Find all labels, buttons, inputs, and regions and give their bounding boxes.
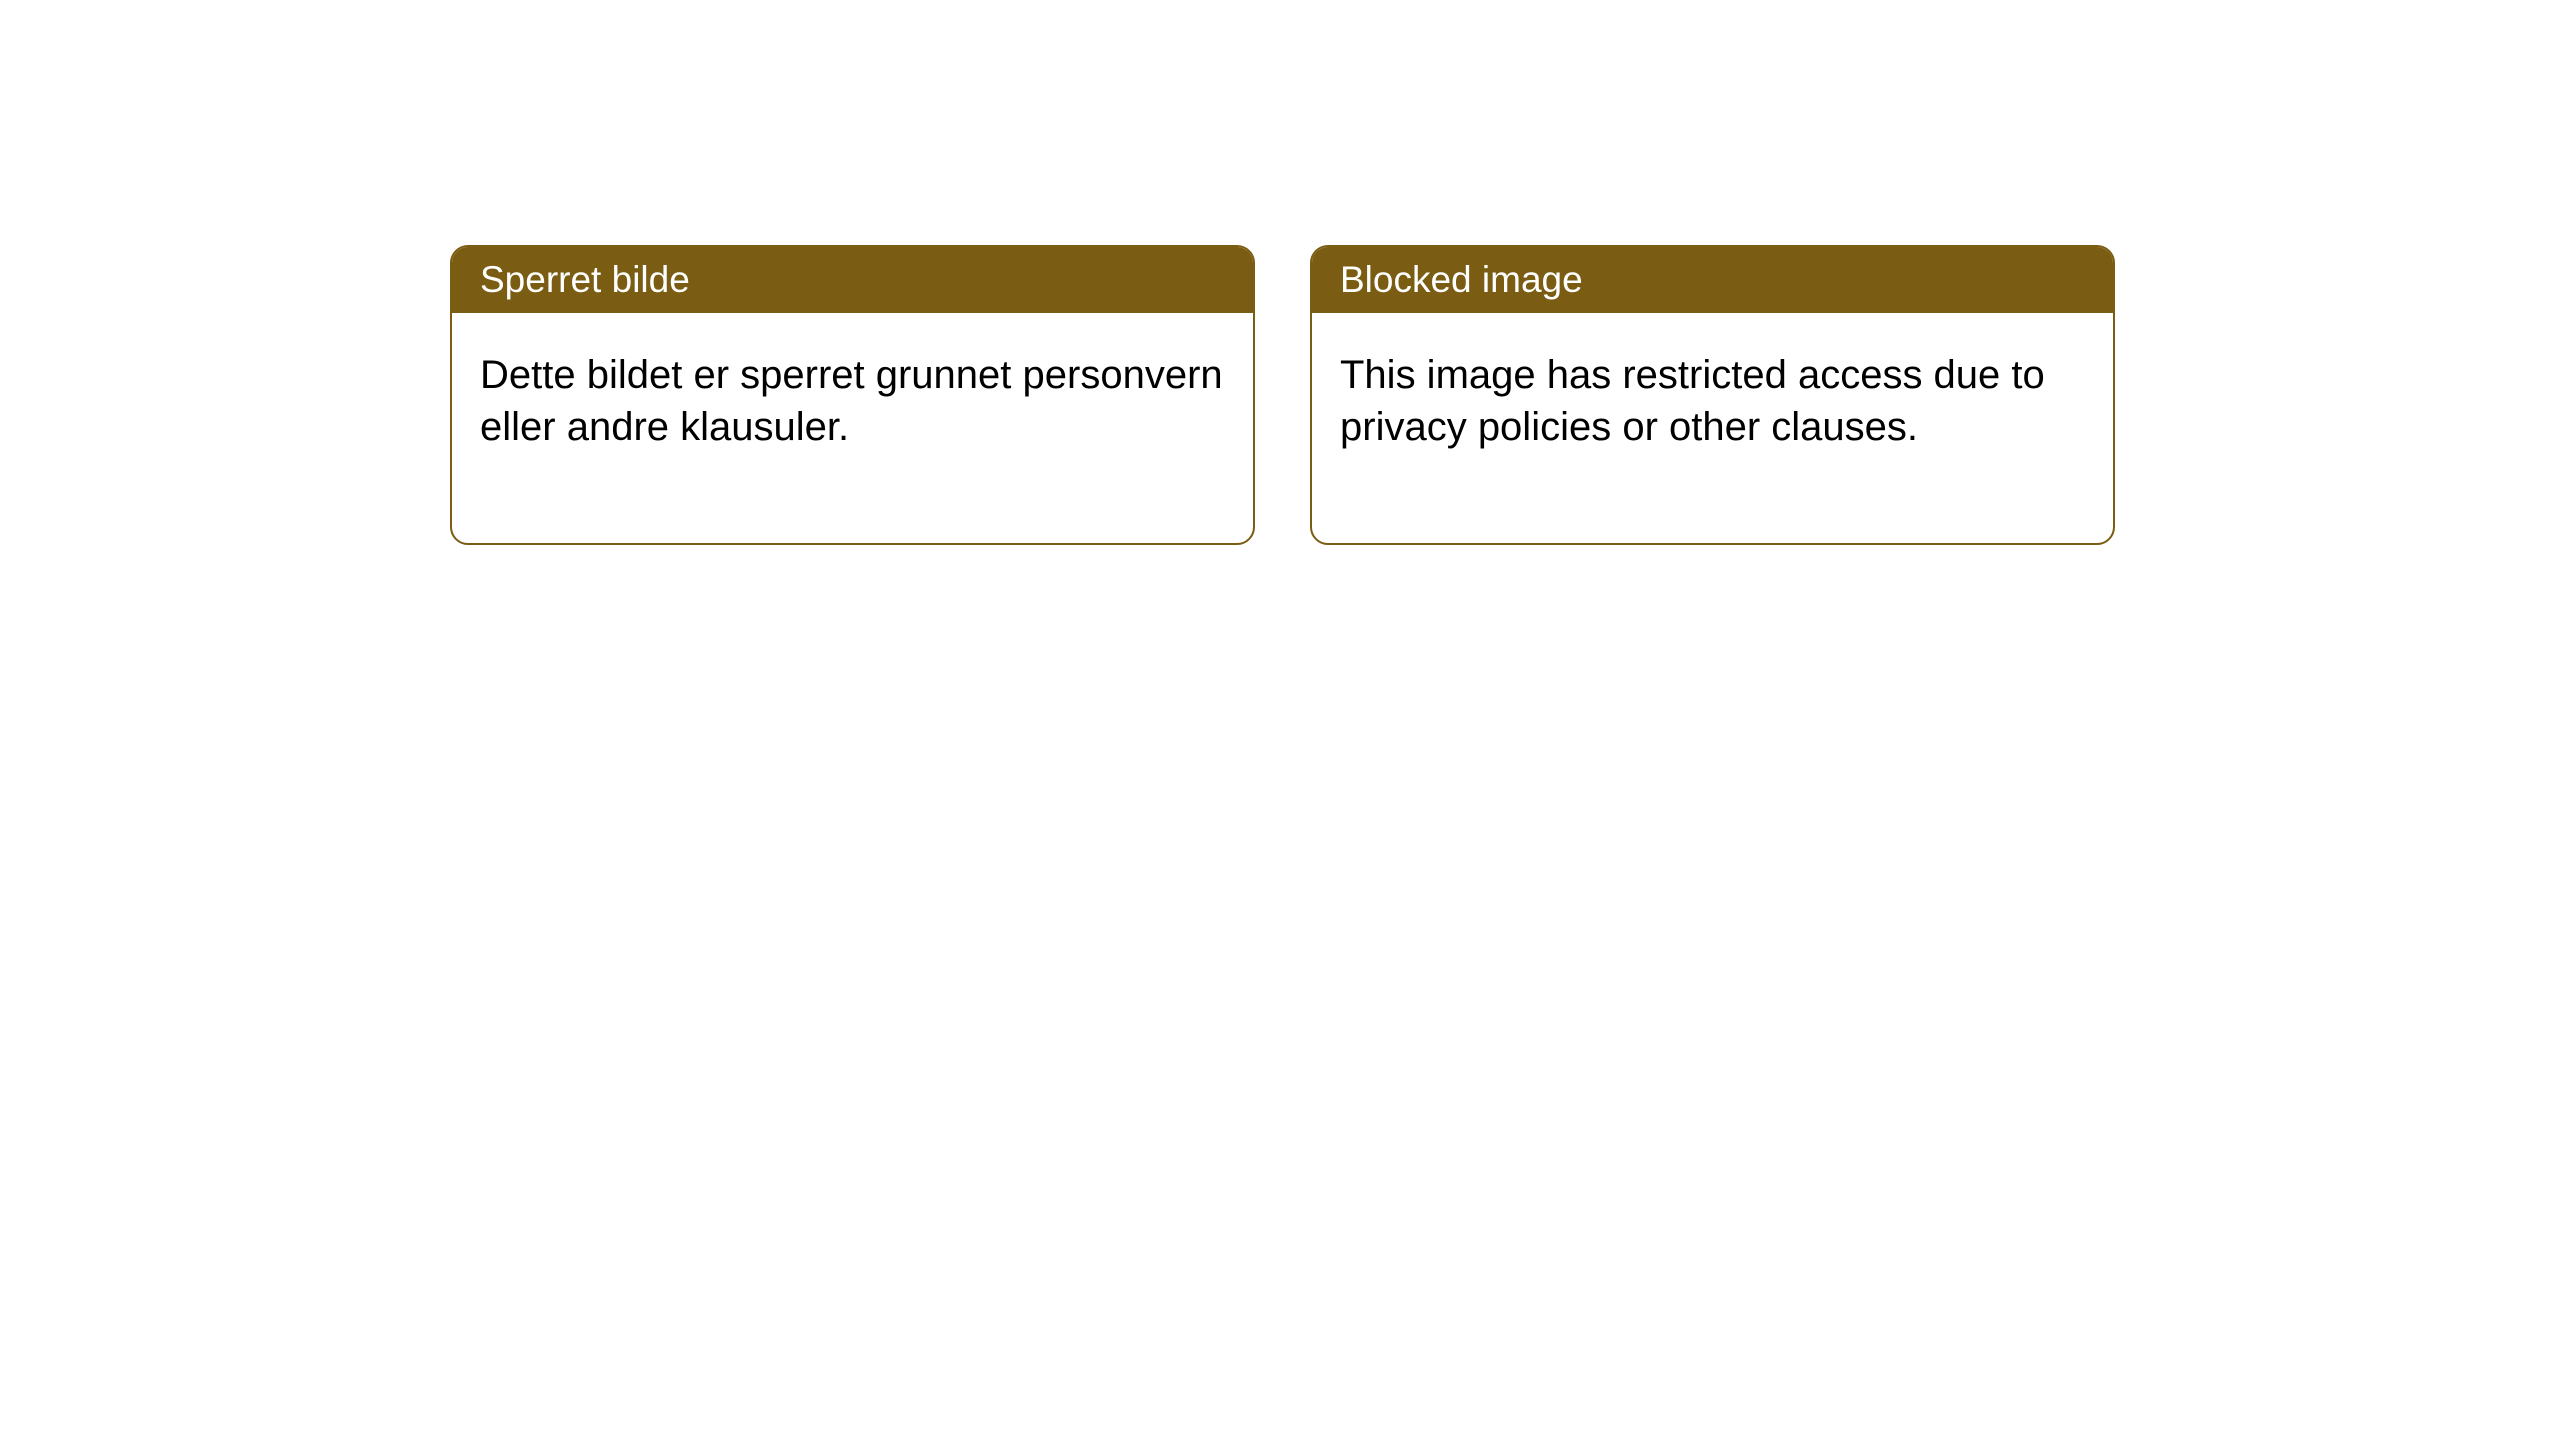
notice-header-english: Blocked image [1312, 247, 2113, 313]
notice-card-norwegian: Sperret bilde Dette bildet er sperret gr… [450, 245, 1255, 545]
notice-title-norwegian: Sperret bilde [480, 259, 690, 300]
notice-title-english: Blocked image [1340, 259, 1583, 300]
notice-text-norwegian: Dette bildet er sperret grunnet personve… [480, 353, 1223, 449]
notice-body-english: This image has restricted access due to … [1312, 313, 2113, 543]
notice-text-english: This image has restricted access due to … [1340, 353, 2045, 449]
notice-body-norwegian: Dette bildet er sperret grunnet personve… [452, 313, 1253, 543]
notice-container: Sperret bilde Dette bildet er sperret gr… [450, 245, 2115, 545]
notice-card-english: Blocked image This image has restricted … [1310, 245, 2115, 545]
notice-header-norwegian: Sperret bilde [452, 247, 1253, 313]
